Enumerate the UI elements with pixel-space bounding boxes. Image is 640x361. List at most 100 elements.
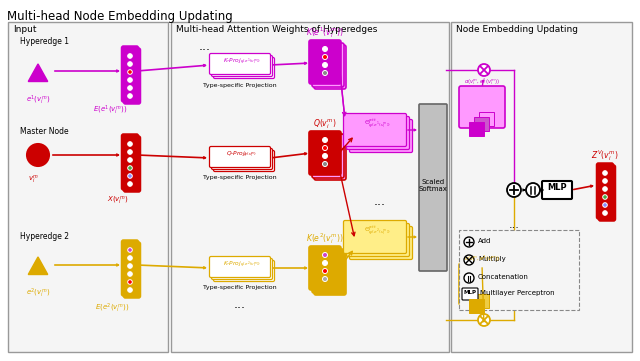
FancyBboxPatch shape bbox=[312, 43, 344, 87]
FancyBboxPatch shape bbox=[211, 56, 273, 77]
FancyBboxPatch shape bbox=[597, 164, 613, 218]
Circle shape bbox=[128, 288, 132, 292]
Text: $Q(v_i^m)$: $Q(v_i^m)$ bbox=[313, 117, 337, 131]
Circle shape bbox=[464, 237, 474, 247]
FancyBboxPatch shape bbox=[312, 249, 344, 293]
Circle shape bbox=[128, 280, 132, 284]
FancyBboxPatch shape bbox=[209, 257, 271, 278]
Circle shape bbox=[323, 70, 328, 75]
Text: Multi-head Attention Weights of Hyperedges: Multi-head Attention Weights of Hyperedg… bbox=[176, 25, 378, 34]
FancyBboxPatch shape bbox=[309, 246, 341, 290]
FancyBboxPatch shape bbox=[209, 147, 271, 168]
Circle shape bbox=[128, 174, 132, 178]
Bar bbox=[474, 117, 489, 131]
Circle shape bbox=[323, 261, 328, 265]
Text: Type-specific Projection: Type-specific Projection bbox=[203, 83, 277, 88]
Text: $X(v_i^m)$: $X(v_i^m)$ bbox=[108, 195, 129, 207]
Bar bbox=[459, 230, 579, 310]
FancyBboxPatch shape bbox=[124, 48, 140, 104]
FancyBboxPatch shape bbox=[209, 53, 271, 74]
Circle shape bbox=[128, 248, 132, 252]
Text: ...: ... bbox=[374, 195, 386, 208]
FancyBboxPatch shape bbox=[122, 135, 138, 190]
Circle shape bbox=[323, 153, 328, 158]
Bar bbox=[8, 22, 168, 352]
Text: Multiply: Multiply bbox=[478, 256, 506, 262]
Text: Multi-head Node Embedding Updating: Multi-head Node Embedding Updating bbox=[7, 10, 233, 23]
Circle shape bbox=[128, 150, 132, 154]
Circle shape bbox=[128, 272, 132, 276]
Text: Multilayer Perceptron: Multilayer Perceptron bbox=[480, 290, 555, 296]
Circle shape bbox=[323, 138, 328, 143]
Bar bbox=[469, 299, 484, 313]
Text: ...: ... bbox=[234, 298, 246, 311]
FancyBboxPatch shape bbox=[124, 243, 140, 297]
FancyBboxPatch shape bbox=[122, 240, 138, 296]
Text: Input: Input bbox=[13, 25, 36, 34]
Circle shape bbox=[603, 211, 607, 215]
Text: $E(e^2(v_i^m))$: $E(e^2(v_i^m))$ bbox=[95, 302, 129, 315]
Circle shape bbox=[128, 54, 132, 58]
Text: $E(e^1(v_i^m))$: $E(e^1(v_i^m))$ bbox=[93, 104, 127, 117]
Text: $e^2(v_i^m)$: $e^2(v_i^m)$ bbox=[26, 287, 50, 300]
Text: $Z^V(v_i^m)$: $Z^V(v_i^m)$ bbox=[591, 148, 619, 163]
Circle shape bbox=[603, 187, 607, 191]
FancyBboxPatch shape bbox=[599, 165, 615, 221]
Circle shape bbox=[128, 142, 132, 146]
Circle shape bbox=[323, 145, 328, 151]
FancyBboxPatch shape bbox=[122, 47, 138, 101]
Circle shape bbox=[128, 256, 132, 260]
Circle shape bbox=[323, 161, 328, 166]
Circle shape bbox=[128, 78, 132, 82]
Circle shape bbox=[323, 55, 328, 60]
FancyBboxPatch shape bbox=[462, 288, 478, 300]
Text: $\Theta^{att}_{\psi(e^2(v_i^m))}$: $\Theta^{att}_{\psi(e^2(v_i^m))}$ bbox=[364, 225, 392, 237]
FancyBboxPatch shape bbox=[309, 40, 341, 84]
Text: MLP: MLP bbox=[463, 290, 477, 295]
Bar bbox=[479, 289, 494, 303]
Text: $K\text{-}Proj_{\psi(e^1(v_i^m))}$: $K\text{-}Proj_{\psi(e^1(v_i^m))}$ bbox=[223, 56, 261, 66]
Text: $K(e^1(v_i^m))$: $K(e^1(v_i^m))$ bbox=[307, 25, 344, 40]
Circle shape bbox=[507, 183, 521, 197]
Circle shape bbox=[603, 195, 607, 199]
Bar bbox=[474, 294, 489, 308]
Circle shape bbox=[323, 269, 328, 274]
FancyBboxPatch shape bbox=[346, 223, 410, 257]
Bar bbox=[479, 112, 494, 126]
FancyBboxPatch shape bbox=[542, 181, 572, 199]
Bar bbox=[171, 22, 449, 352]
FancyBboxPatch shape bbox=[214, 57, 275, 78]
FancyBboxPatch shape bbox=[124, 136, 140, 191]
FancyBboxPatch shape bbox=[346, 117, 410, 149]
Text: ...: ... bbox=[509, 220, 520, 230]
FancyBboxPatch shape bbox=[344, 221, 406, 253]
Text: Hyperedge 2: Hyperedge 2 bbox=[20, 232, 69, 241]
Text: Type-specific Projection: Type-specific Projection bbox=[203, 175, 277, 180]
Text: $v_i^m$: $v_i^m$ bbox=[28, 174, 39, 186]
Circle shape bbox=[128, 62, 132, 66]
Text: $e^1(v_i^m)$: $e^1(v_i^m)$ bbox=[26, 94, 50, 107]
Polygon shape bbox=[28, 64, 48, 82]
Circle shape bbox=[603, 203, 607, 207]
Circle shape bbox=[128, 70, 132, 74]
FancyBboxPatch shape bbox=[419, 104, 447, 271]
FancyBboxPatch shape bbox=[309, 131, 341, 175]
FancyBboxPatch shape bbox=[314, 251, 346, 295]
Text: $Q\text{-}Proj_{\phi(v_i^m)}$: $Q\text{-}Proj_{\phi(v_i^m)}$ bbox=[227, 149, 257, 159]
Text: Concatenation: Concatenation bbox=[478, 274, 529, 280]
FancyBboxPatch shape bbox=[349, 226, 413, 260]
Text: ...: ... bbox=[199, 40, 211, 53]
FancyBboxPatch shape bbox=[459, 263, 505, 305]
FancyBboxPatch shape bbox=[214, 261, 275, 282]
Circle shape bbox=[128, 182, 132, 186]
Circle shape bbox=[464, 273, 474, 283]
Text: MLP: MLP bbox=[547, 183, 567, 192]
Circle shape bbox=[478, 314, 490, 326]
Text: $\Theta^{att}_{\psi(e^1(v_i^m))}$: $\Theta^{att}_{\psi(e^1(v_i^m))}$ bbox=[364, 118, 392, 130]
Text: Add: Add bbox=[478, 238, 492, 244]
FancyBboxPatch shape bbox=[214, 151, 275, 171]
Text: Master Node: Master Node bbox=[20, 127, 68, 136]
Circle shape bbox=[603, 179, 607, 183]
Circle shape bbox=[27, 144, 49, 166]
FancyBboxPatch shape bbox=[211, 148, 273, 170]
